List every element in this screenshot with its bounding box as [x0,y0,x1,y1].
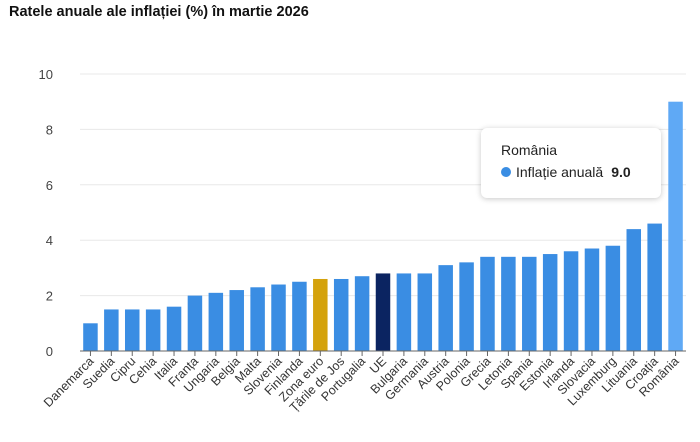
bar[interactable] [542,254,558,351]
bar[interactable] [668,101,683,351]
bar[interactable] [208,292,224,351]
y-tick-label: 10 [39,67,53,82]
bar[interactable] [104,309,119,351]
bar[interactable] [145,309,161,351]
bar[interactable] [605,245,621,351]
bar[interactable] [626,229,642,351]
bar[interactable] [396,273,412,351]
bar[interactable] [354,276,370,351]
tooltip-series-label: Inflație anuală [516,164,604,180]
bars [83,101,683,351]
series-dot-icon [501,167,511,177]
tooltip-title: România [501,142,558,158]
bar[interactable] [563,251,579,351]
bar[interactable] [584,248,600,351]
bar[interactable] [501,256,516,351]
x-axis-ticks: DanemarcaSuediaCipruCehiaItaliaFranțaUng… [41,351,682,415]
tooltip-row: Inflație anuală 9.0 [501,164,661,180]
y-tick-label: 2 [46,289,53,304]
bar[interactable] [250,287,265,351]
y-tick-label: 6 [46,178,53,193]
bar[interactable] [375,273,391,351]
tooltip-value: 9.0 [611,164,631,180]
bar[interactable] [83,323,98,351]
tooltip: România Inflație anuală 9.0 [481,128,661,198]
bar[interactable] [313,278,328,351]
y-tick-label: 4 [46,233,53,248]
y-axis-ticks: 0 2 4 6 8 10 [39,67,53,359]
chart-title: Ratele anuale ale inflației (%) în marti… [9,4,309,20]
bar[interactable] [187,295,203,351]
bar[interactable] [333,278,349,351]
bar[interactable] [166,306,182,351]
bar[interactable] [271,284,286,351]
bar[interactable] [229,290,244,351]
bar[interactable] [480,256,495,351]
bar[interactable] [417,273,433,351]
bar[interactable] [522,256,537,351]
bar[interactable] [438,265,453,351]
y-tick-label: 0 [46,344,53,359]
bar[interactable] [459,262,474,351]
bar[interactable] [292,281,307,351]
y-tick-label: 8 [46,122,53,137]
bar[interactable] [647,223,662,351]
bar[interactable] [124,309,140,351]
